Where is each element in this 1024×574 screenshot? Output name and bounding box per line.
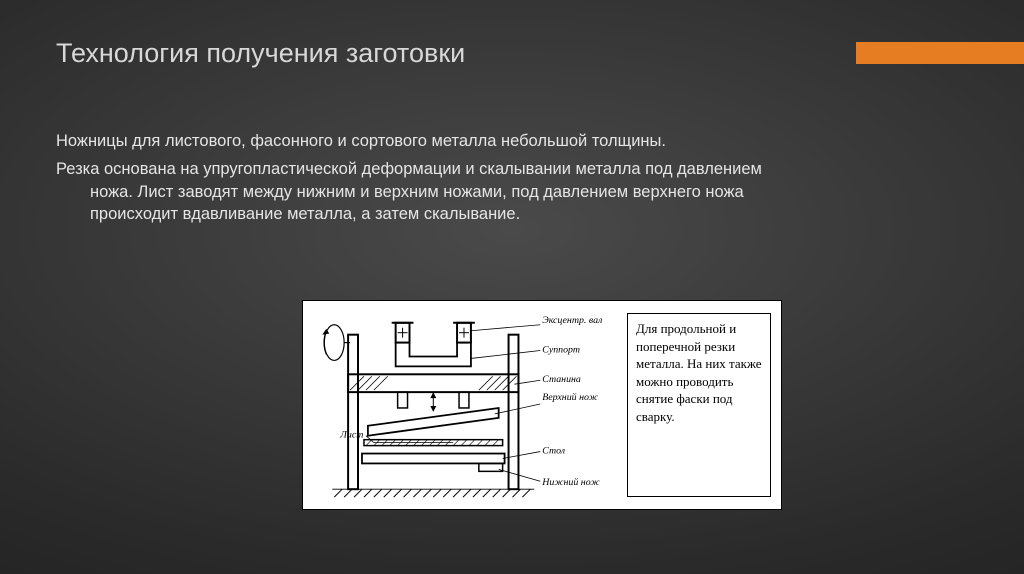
- label-table: Стол: [542, 446, 565, 457]
- label-lower-knife: Нижний нож: [541, 477, 600, 488]
- label-frame: Станина: [542, 374, 581, 385]
- label-sheet: Лист: [339, 430, 363, 441]
- label-upper-knife: Верхний нож: [542, 392, 598, 403]
- body-text: Ножницы для листового, фасонного и сорто…: [56, 130, 776, 231]
- figure-caption: Для продольной и поперечной резки металл…: [627, 313, 771, 497]
- label-eccentric: Эксцентр. вал: [542, 315, 602, 326]
- diagram: Эксцентр. вал Суппорт Станина Верхний но…: [303, 301, 623, 509]
- accent-bar: [856, 42, 1024, 64]
- slide-title: Технология получения заготовки: [56, 38, 465, 69]
- label-support: Суппорт: [542, 345, 580, 356]
- paragraph-1: Ножницы для листового, фасонного и сорто…: [56, 130, 776, 152]
- paragraph-2: Резка основана на упругопластической деф…: [56, 158, 776, 225]
- figure: Эксцентр. вал Суппорт Станина Верхний но…: [302, 300, 782, 510]
